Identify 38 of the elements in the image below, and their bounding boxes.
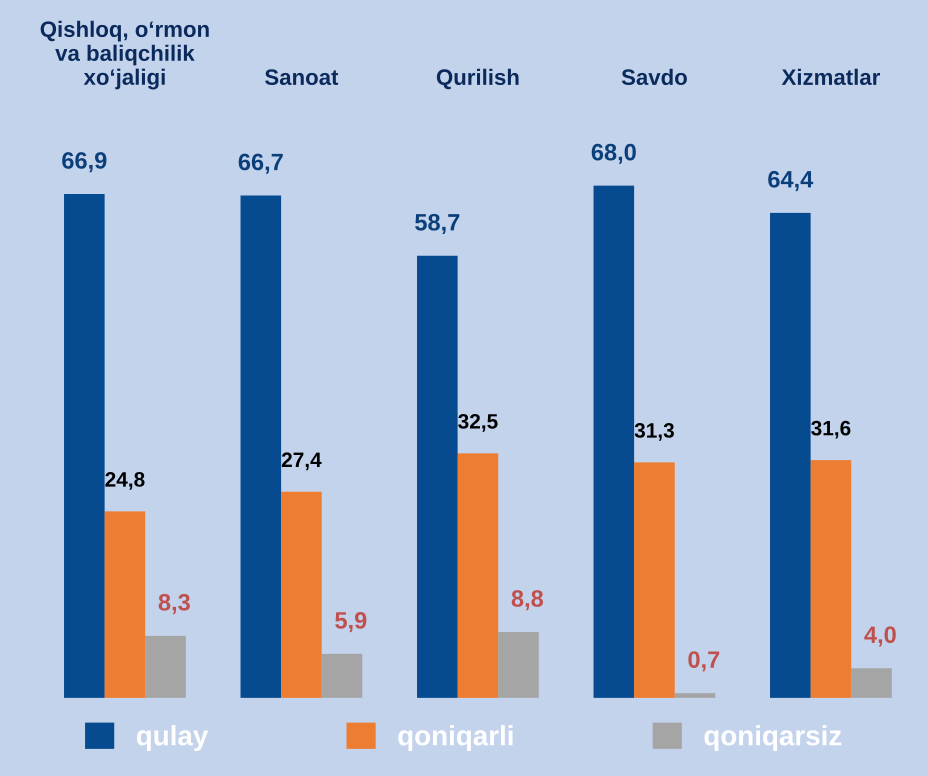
bar	[145, 636, 186, 698]
bar	[674, 693, 716, 698]
legend-label: qoniqarsiz	[704, 725, 842, 751]
bar	[417, 256, 458, 698]
data-label: 5,9	[335, 612, 366, 632]
bar	[498, 632, 539, 698]
x-tick-label: Savdo	[622, 68, 687, 86]
bar	[281, 492, 322, 698]
bar	[240, 195, 282, 698]
data-label: 66,9	[62, 152, 106, 172]
x-tick-label: Qurilish	[436, 68, 519, 90]
data-label: 31,6	[811, 420, 850, 439]
bar	[64, 194, 105, 698]
x-tick-label: Sanoat	[265, 69, 338, 86]
bar	[851, 668, 892, 698]
data-label: 0,7	[688, 651, 720, 672]
x-tick-label: Qishloq, o‘rmon va baliqchilik xo‘jaligi	[40, 20, 209, 90]
data-label: 8,8	[512, 590, 544, 610]
data-label: 27,4	[282, 452, 322, 470]
data-label: 24,8	[105, 472, 145, 490]
bar	[594, 186, 634, 698]
bar	[322, 654, 362, 698]
data-label: 32,5	[458, 414, 498, 432]
bar	[104, 511, 146, 698]
data-label: 58,7	[415, 214, 460, 234]
data-label: 4,0	[864, 626, 896, 646]
legend-label: qulay	[136, 725, 208, 751]
x-tick-label: Xizmatlar	[782, 68, 880, 86]
bar	[770, 212, 811, 698]
data-label: 66,7	[238, 154, 283, 174]
bar	[810, 460, 852, 698]
bar	[634, 462, 675, 698]
data-label: 68,0	[592, 144, 636, 164]
bar	[458, 453, 498, 698]
data-label: 8,3	[158, 594, 190, 614]
legend-label: qoniqarli	[398, 725, 513, 751]
data-label: 31,3	[634, 423, 674, 441]
data-label: 64,4	[768, 170, 814, 192]
